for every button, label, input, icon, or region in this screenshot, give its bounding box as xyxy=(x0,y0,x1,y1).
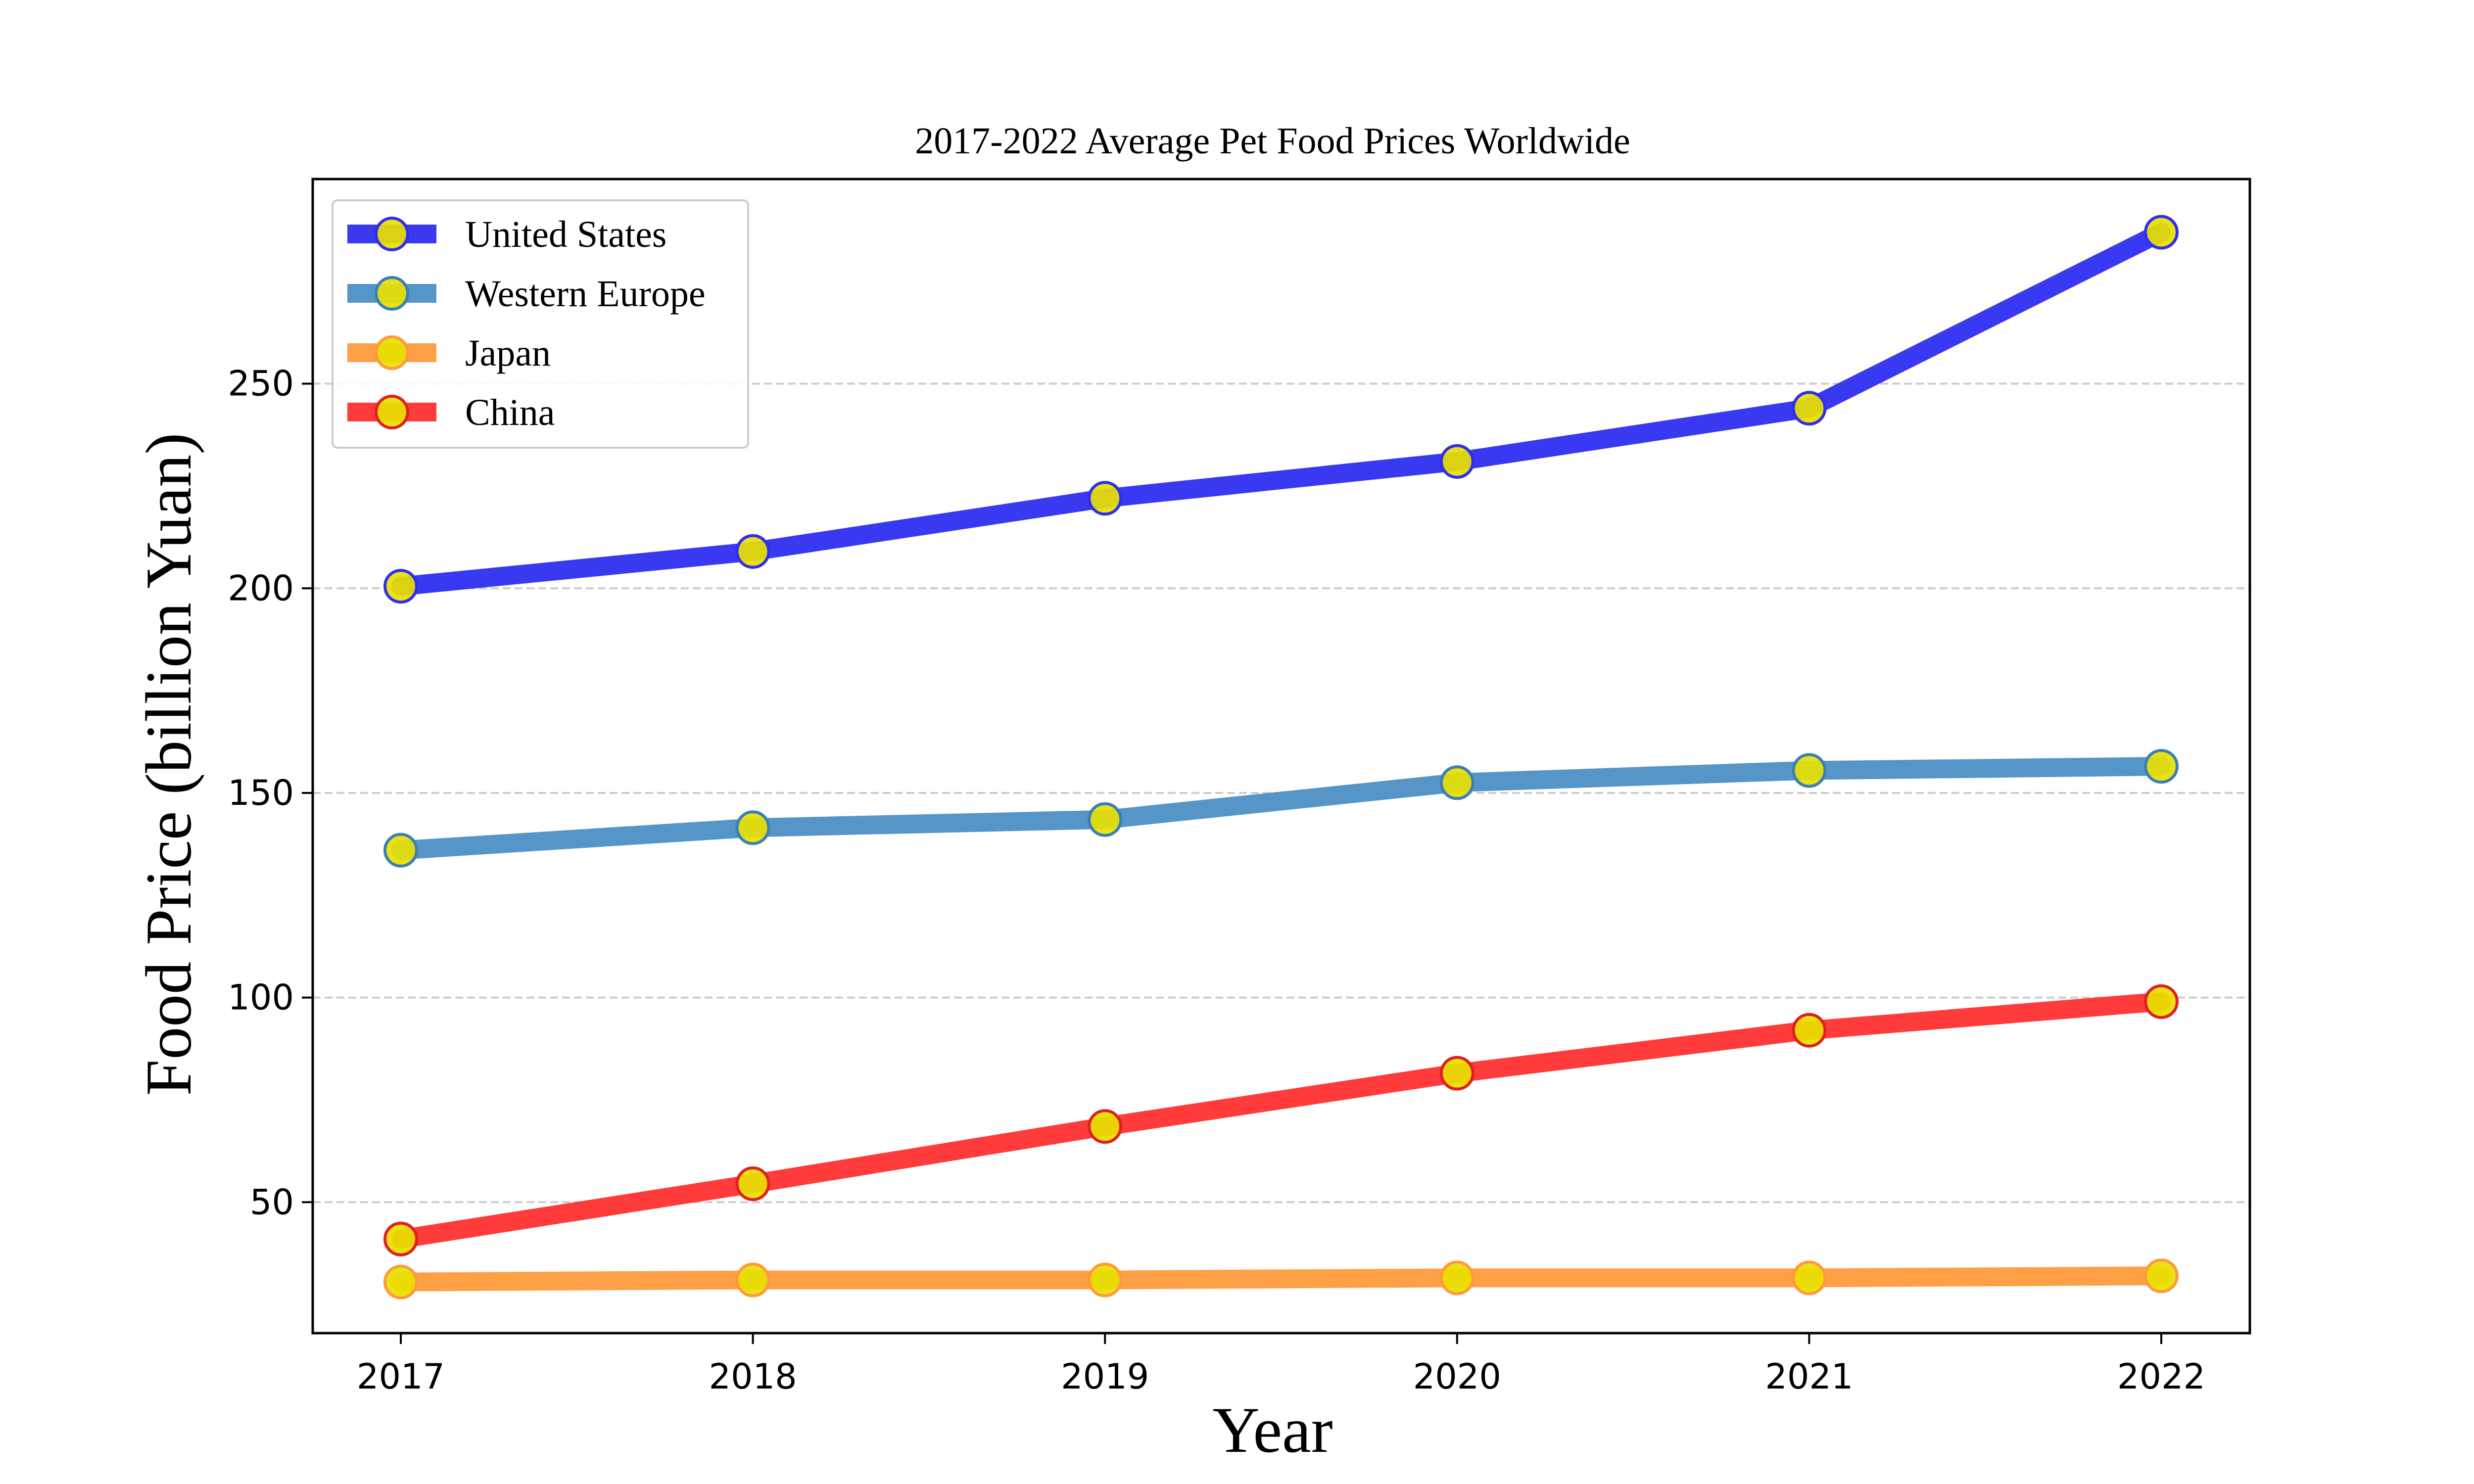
legend-marker xyxy=(375,217,409,251)
data-point xyxy=(1792,1013,1827,1048)
axes: 50 100 150 200 250 2017 2018 2019 2020 2021 2022 xyxy=(228,364,2205,1397)
data-point xyxy=(1792,753,1827,788)
data-point xyxy=(1439,444,1475,479)
legend-box xyxy=(332,199,749,449)
series-line xyxy=(391,992,2171,1249)
data-point xyxy=(1088,802,1123,837)
data-point xyxy=(2144,215,2179,250)
data-point xyxy=(735,1262,770,1298)
x-tick-label: 2019 xyxy=(1061,1356,1149,1397)
legend-marker xyxy=(375,335,409,370)
data-point xyxy=(1088,481,1123,516)
data-point xyxy=(1439,1056,1475,1091)
series-china xyxy=(383,984,2179,1256)
x-tick-label: 2018 xyxy=(709,1356,797,1397)
x-tick-label: 2017 xyxy=(357,1356,445,1397)
y-tick-label: 200 xyxy=(228,568,294,608)
data-point xyxy=(383,569,418,604)
legend-label: Japan xyxy=(465,332,551,374)
data-point xyxy=(1088,1262,1123,1298)
legend-label: Western Europe xyxy=(465,273,706,315)
y-axis-label: Food Price (billion Yuan) xyxy=(132,433,205,1096)
y-tick-label: 250 xyxy=(228,364,294,404)
data-point xyxy=(383,1264,418,1299)
series-line xyxy=(391,757,2171,860)
x-tick-label: 2020 xyxy=(1413,1356,1501,1397)
data-point xyxy=(1792,1260,1827,1296)
plot-frame xyxy=(311,178,2251,1335)
y-tick-label: 150 xyxy=(228,773,294,813)
data-point xyxy=(1088,1109,1123,1144)
legend-marker xyxy=(375,276,409,311)
data-point xyxy=(383,1221,418,1256)
data-point xyxy=(1439,1260,1475,1296)
data-point xyxy=(2144,1258,2179,1294)
series-line xyxy=(391,1266,2171,1292)
series-layer xyxy=(383,215,2179,1299)
legend-label: United States xyxy=(465,214,666,255)
series-line xyxy=(391,223,2171,596)
chart-title: 2017-2022 Average Pet Food Prices Worldw… xyxy=(915,120,1630,162)
legend-marker xyxy=(375,395,409,429)
series-united-states xyxy=(383,215,2179,604)
x-tick-label: 2022 xyxy=(2117,1356,2205,1397)
data-point xyxy=(735,1166,770,1202)
series-japan xyxy=(383,1258,2179,1299)
data-point xyxy=(383,833,418,868)
legend-label: China xyxy=(465,392,555,433)
data-point xyxy=(1792,391,1827,426)
x-tick-label: 2021 xyxy=(1765,1356,1853,1397)
data-point xyxy=(735,534,770,569)
y-tick-label: 100 xyxy=(228,977,294,1018)
data-point xyxy=(1439,765,1475,800)
data-point xyxy=(2144,749,2179,784)
data-point xyxy=(735,810,770,845)
y-tick-label: 50 xyxy=(250,1182,294,1222)
legend: United States Western Europe Japan China xyxy=(332,199,749,449)
x-axis-label: Year xyxy=(1212,1393,1332,1466)
series-western-europe xyxy=(383,749,2179,868)
data-point xyxy=(2144,984,2179,1019)
